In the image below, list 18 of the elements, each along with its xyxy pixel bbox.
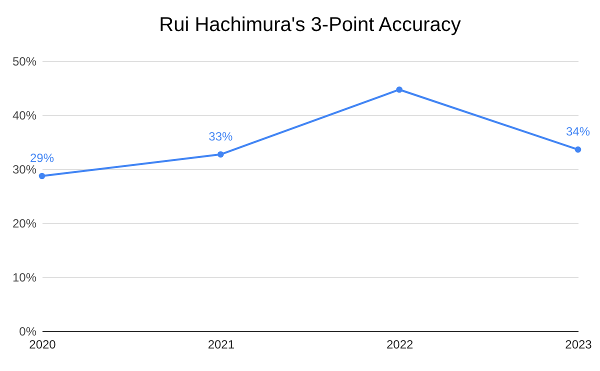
point bbox=[218, 151, 224, 158]
point bbox=[574, 146, 582, 153]
y-tick-label: 0% bbox=[19, 324, 37, 338]
x-tick-label: 2021 bbox=[208, 338, 235, 352]
chart-title: Rui Hachimura's 3-Point Accuracy bbox=[159, 14, 461, 36]
x-tick-label: 2022 bbox=[386, 338, 414, 352]
y-tick-label: 40% bbox=[12, 108, 37, 122]
y-tick-label: 50% bbox=[12, 54, 37, 68]
x-tick-label: 2023 bbox=[565, 338, 592, 352]
data-label: 33% bbox=[208, 129, 233, 144]
data-label: 29% bbox=[30, 151, 54, 166]
y-tick-label: 20% bbox=[12, 216, 37, 230]
y-tick-label: 30% bbox=[12, 162, 37, 176]
x-tick-label: 2020 bbox=[29, 338, 56, 352]
point bbox=[38, 172, 46, 180]
data-label: 34% bbox=[566, 124, 590, 139]
y-tick-label: 10% bbox=[12, 270, 37, 284]
point bbox=[396, 86, 402, 93]
